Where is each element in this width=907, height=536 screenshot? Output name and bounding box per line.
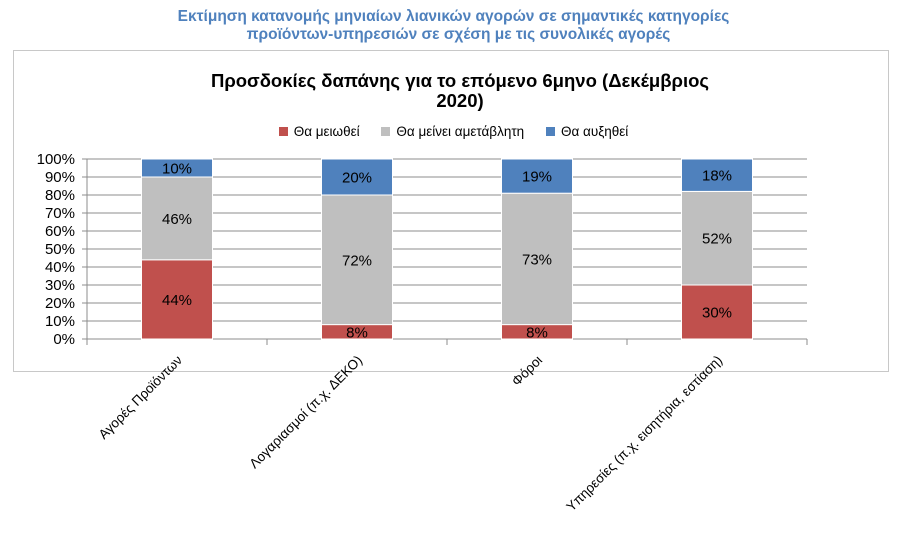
y-tick-label: 30% — [45, 277, 75, 294]
y-tick-label: 10% — [45, 313, 75, 330]
chart-legend: Θα μειωθεί Θα μείνει αμετάβλητη Θα αυξηθ… — [0, 124, 907, 139]
data-label: 72% — [342, 252, 372, 269]
legend-label-decrease: Θα μειωθεί — [293, 124, 360, 139]
legend-item-unchanged: Θα μείνει αμετάβλητη — [381, 124, 524, 139]
y-tick-label: 60% — [45, 223, 75, 240]
legend-label-increase: Θα αυξηθεί — [560, 124, 629, 139]
legend-swatch-increase — [545, 127, 555, 136]
bar-segment — [681, 284, 753, 340]
chart-title: Προσδοκίες δαπάνης για το επόμενο 6μηνο … — [80, 71, 840, 111]
data-label: 30% — [702, 305, 732, 322]
legend-label-unchanged: Θα μείνει αμετάβλητη — [396, 124, 525, 139]
legend-swatch-unchanged — [381, 127, 391, 136]
category-label: Αγορές Προϊόντων — [96, 352, 186, 442]
bar-segment — [501, 192, 573, 326]
chart-title-line-2: 2020) — [436, 90, 484, 111]
heading-line-2: προϊόντων-υπηρεσιών σε σχέση με τις συνο… — [246, 26, 671, 43]
y-tick-label: 80% — [45, 187, 75, 204]
data-label: 10% — [162, 161, 192, 178]
y-tick-label: 40% — [45, 259, 75, 276]
legend-item-increase: Θα αυξηθεί — [545, 124, 629, 139]
chart-frame — [13, 50, 889, 372]
bar-segment — [501, 158, 573, 194]
bar-segment — [681, 190, 753, 286]
y-tick-label: 70% — [45, 205, 75, 222]
y-tick-label: 20% — [45, 295, 75, 312]
heading-line-1: Εκτίμηση κατανομής μηνιαίων λιανικών αγο… — [177, 8, 730, 25]
bar-segment — [681, 158, 753, 192]
data-label: 44% — [162, 292, 192, 309]
category-label: Υπηρεσίες (π.χ. εισητήρια, εστίαση) — [563, 353, 725, 515]
legend-item-decrease: Θα μειωθεί — [278, 124, 360, 139]
data-label: 19% — [522, 169, 552, 186]
bar-segment — [321, 158, 393, 196]
category-label: Φόροι — [509, 353, 545, 389]
data-label: 20% — [342, 170, 372, 187]
chart-title-line-1: Προσδοκίες δαπάνης για το επόμενο 6μηνο … — [210, 70, 710, 91]
data-label: 18% — [702, 168, 732, 185]
legend-swatch-decrease — [278, 127, 288, 136]
bar-segment — [141, 176, 213, 261]
data-label: 46% — [162, 211, 192, 228]
data-label: 73% — [522, 251, 552, 268]
bar-segment — [141, 158, 213, 178]
category-label: Λογαριασμοί (π.χ. ΔΕΚΟ) — [246, 353, 365, 472]
y-tick-label: 100% — [37, 151, 75, 168]
y-tick-label: 0% — [53, 331, 75, 348]
data-label: 8% — [526, 324, 548, 341]
data-label: 8% — [346, 324, 368, 341]
bar-segment — [321, 194, 393, 326]
data-label: 52% — [702, 231, 732, 248]
y-tick-label: 50% — [45, 241, 75, 258]
y-tick-label: 90% — [45, 169, 75, 186]
